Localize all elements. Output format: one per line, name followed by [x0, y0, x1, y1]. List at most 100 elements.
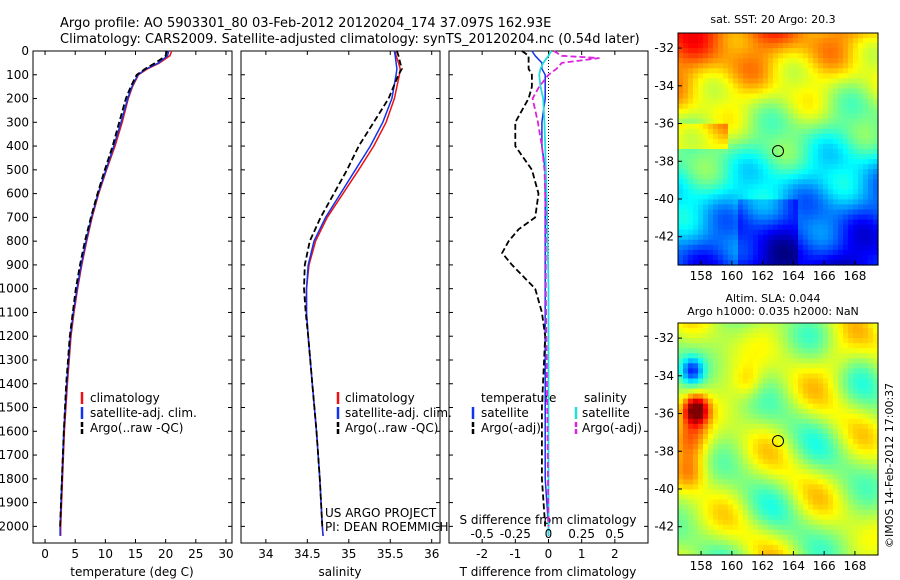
heatmap-cell: [743, 199, 749, 206]
heatmap-cell: [838, 113, 844, 120]
heatmap-cell: [803, 499, 809, 506]
heatmap-cell: [758, 229, 764, 236]
heatmap-cell: [728, 38, 734, 44]
heatmap-cell: [868, 388, 874, 395]
heatmap-cell: [703, 63, 709, 69]
heatmap-cell: [838, 398, 844, 405]
heatmap-cell: [803, 259, 809, 266]
heatmap-cell: [798, 244, 804, 251]
heatmap-cell: [863, 63, 869, 69]
heatmap-cell: [793, 418, 799, 425]
heatmap-cell: [868, 383, 874, 390]
heatmap-cell: [728, 333, 734, 339]
heatmap-cell: [683, 113, 689, 120]
heatmap-cell: [778, 368, 784, 375]
heatmap-cell: [733, 534, 739, 541]
temperature-plot-frame: [32, 50, 233, 544]
map-y-tick-label: -34: [654, 369, 674, 383]
heatmap-cell: [858, 378, 864, 385]
heatmap-cell: [713, 118, 719, 125]
heatmap-cell: [853, 504, 859, 511]
heatmap-cell: [713, 133, 719, 140]
heatmap-cell: [803, 179, 809, 185]
heatmap-cell: [678, 58, 684, 64]
heatmap-cell: [743, 343, 749, 349]
heatmap-cell: [693, 388, 699, 395]
heatmap-cell: [688, 338, 694, 344]
heatmap-cell: [818, 388, 824, 395]
heatmap-cell: [848, 234, 854, 241]
heatmap-cell: [758, 539, 764, 546]
heatmap-cell: [828, 63, 834, 69]
heatmap-cell: [723, 103, 729, 110]
heatmap-cell: [718, 499, 724, 506]
heatmap-cell: [763, 363, 769, 369]
heatmap-cell: [753, 179, 759, 185]
heatmap-cell: [768, 159, 774, 165]
heatmap-cell: [763, 204, 769, 211]
heatmap-cell: [868, 229, 874, 236]
heatmap-cell: [853, 224, 859, 231]
heatmap-cell: [763, 244, 769, 251]
heatmap-cell: [708, 199, 714, 206]
heatmap-cell: [788, 358, 794, 364]
heatmap-cell: [743, 93, 749, 100]
heatmap-cell: [743, 149, 749, 155]
heatmap-cell: [843, 469, 849, 475]
heatmap-cell: [773, 149, 779, 155]
heatmap-cell: [733, 98, 739, 105]
heatmap-cell: [823, 479, 829, 485]
heatmap-cell: [763, 219, 769, 226]
heatmap-cell: [743, 489, 749, 496]
heatmap-cell: [788, 53, 794, 59]
heatmap-cell: [733, 323, 739, 329]
heatmap-cell: [868, 179, 874, 185]
heatmap-cell: [698, 209, 704, 216]
heatmap-cell: [728, 439, 734, 445]
heatmap-cell: [698, 219, 704, 226]
heatmap-cell: [818, 403, 824, 410]
heatmap-cell: [863, 229, 869, 236]
heatmap-cell: [788, 159, 794, 165]
heatmap-cell: [718, 403, 724, 410]
heatmap-cell: [753, 358, 759, 364]
heatmap-cell: [818, 353, 824, 359]
heatmap-cell: [773, 449, 779, 455]
heatmap-cell: [753, 464, 759, 470]
heatmap-cell: [808, 383, 814, 390]
heatmap-cell: [708, 519, 714, 526]
heatmap-cell: [828, 214, 834, 221]
heatmap-cell: [853, 159, 859, 165]
heatmap-cell: [723, 98, 729, 105]
heatmap-cell: [813, 184, 819, 190]
heatmap-cell: [818, 413, 824, 420]
heatmap-cell: [708, 398, 714, 405]
x-tick-label: 36: [424, 547, 439, 561]
heatmap-cell: [793, 328, 799, 334]
heatmap-cell: [723, 68, 729, 74]
heatmap-cell: [728, 123, 734, 130]
heatmap-cell: [803, 174, 809, 180]
heatmap-cell: [688, 73, 694, 79]
heatmap-cell: [838, 138, 844, 145]
heatmap-cell: [863, 209, 869, 216]
heatmap-cell: [813, 413, 819, 420]
heatmap-cell: [833, 189, 839, 195]
heatmap-cell: [778, 454, 784, 460]
heatmap-cell: [683, 138, 689, 145]
heatmap-cell: [773, 479, 779, 485]
heatmap-cell: [703, 388, 709, 395]
heatmap-cell: [838, 459, 844, 465]
heatmap-cell: [853, 378, 859, 385]
heatmap-cell: [873, 234, 879, 241]
heatmap-cell: [798, 534, 804, 541]
heatmap-cell: [783, 154, 789, 160]
heatmap-cell: [818, 38, 824, 44]
heatmap-cell: [798, 459, 804, 465]
heatmap-cell: [768, 53, 774, 59]
heatmap-cell: [713, 254, 719, 261]
heatmap-cell: [868, 353, 874, 359]
heatmap-cell: [688, 549, 694, 556]
heatmap-cell: [688, 53, 694, 59]
heatmap-cell: [753, 469, 759, 475]
